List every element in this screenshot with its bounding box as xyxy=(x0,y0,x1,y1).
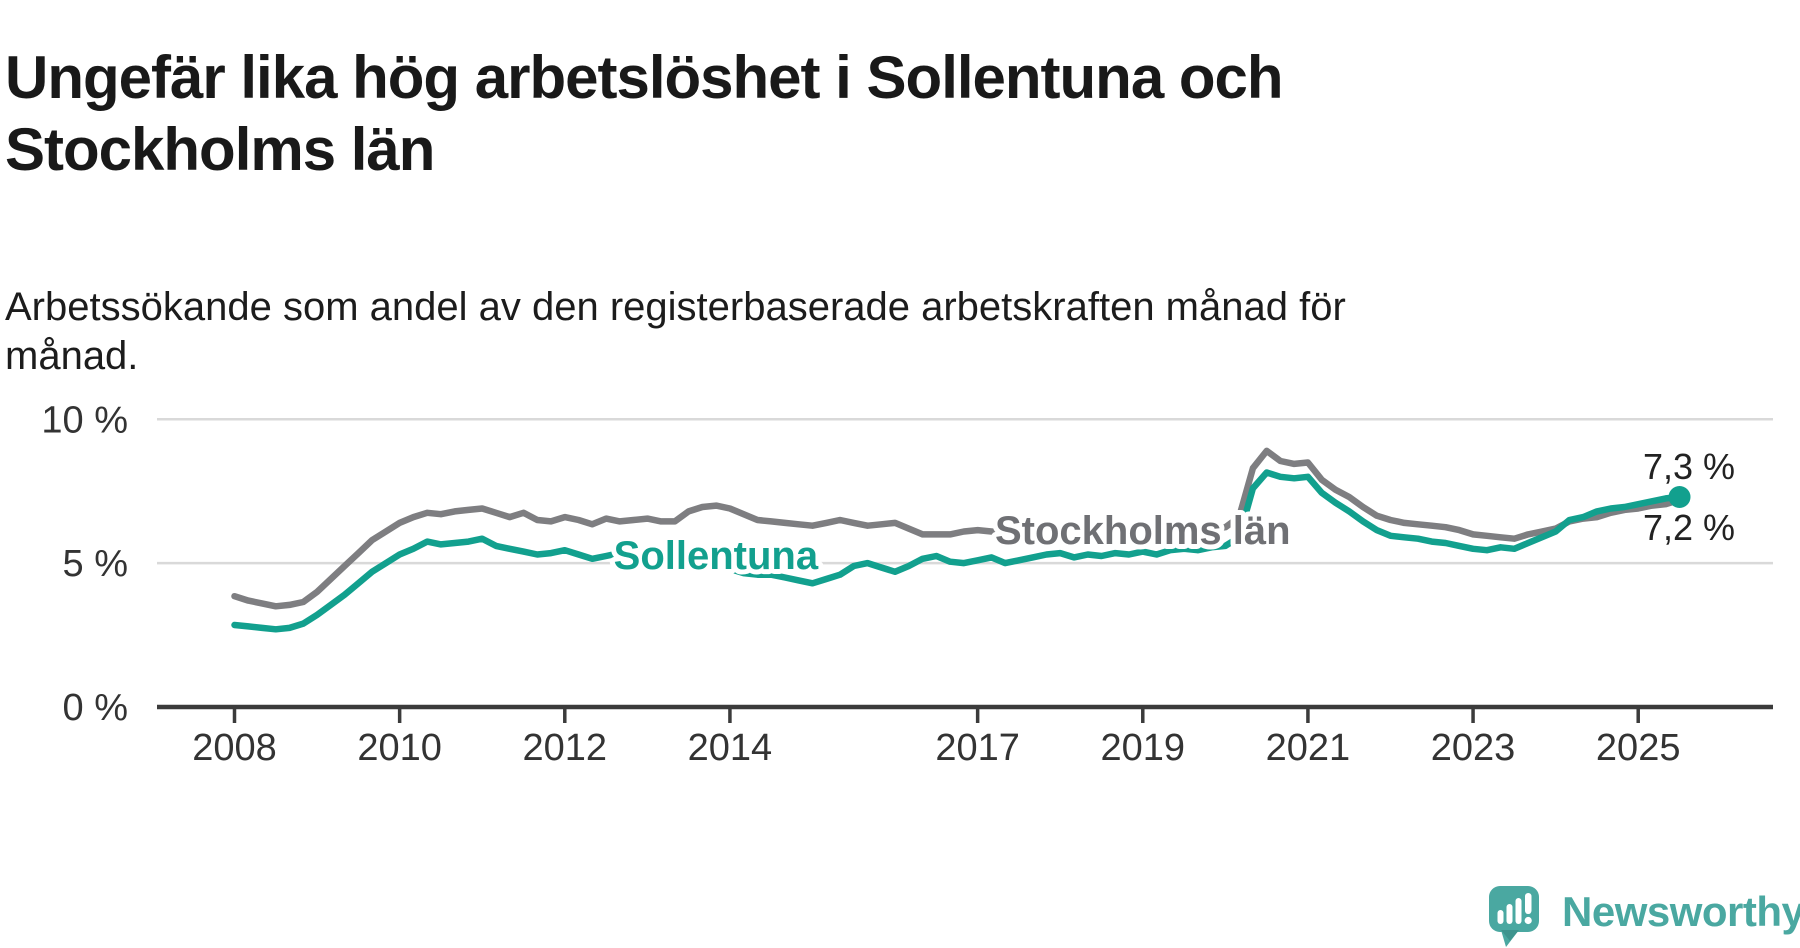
title-line-2: Stockholms län xyxy=(5,116,435,184)
y-axis-label-0: 0 % xyxy=(63,687,128,729)
x-axis-label-2012: 2012 xyxy=(523,727,608,769)
newsworthy-logo-text: Newsworthy xyxy=(1562,888,1800,935)
x-axis-label-2014: 2014 xyxy=(688,727,773,769)
x-axis-label-2017: 2017 xyxy=(935,727,1020,769)
latest-value-dot-sollentuna xyxy=(1668,485,1691,508)
x-axis-label-2010: 2010 xyxy=(357,727,442,769)
newsworthy-logo: Newsworthy xyxy=(1488,884,1800,948)
subtitle-line-1: Arbetssökande som andel av den registerb… xyxy=(5,285,1346,329)
series-line-stockholms-län xyxy=(231,447,1683,610)
page-title: Ungefär lika hög arbetslöshet i Sollentu… xyxy=(5,42,1505,186)
end-value-label-stockholms-län: 7,2 % xyxy=(1643,507,1735,548)
y-axis-label-5: 5 % xyxy=(63,543,128,585)
title-line-1: Ungefär lika hög arbetslöshet i Sollentu… xyxy=(5,44,1284,112)
x-axis-label-2008: 2008 xyxy=(192,727,277,769)
x-axis-label-2021: 2021 xyxy=(1266,727,1351,769)
end-value-label-sollentuna: 7,3 % xyxy=(1643,446,1735,487)
x-axis-label-2023: 2023 xyxy=(1431,727,1516,769)
newsworthy-logo-icon xyxy=(1489,886,1539,947)
chart-subtitle: Arbetssökande som andel av den registerb… xyxy=(5,283,1605,381)
series-line-sollentuna xyxy=(231,469,1683,633)
subtitle-line-2: månad. xyxy=(5,334,139,378)
series-label-stockholms-län: Stockholms län xyxy=(995,509,1291,553)
x-axis-label-2019: 2019 xyxy=(1101,727,1186,769)
x-axis-label-2025: 2025 xyxy=(1596,727,1681,769)
series-label-sollentuna: Sollentuna xyxy=(614,534,819,578)
y-axis-label-10: 10 % xyxy=(41,399,128,441)
